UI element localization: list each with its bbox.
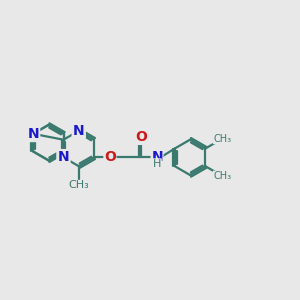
Text: O: O [104, 150, 116, 164]
Text: N: N [27, 127, 39, 141]
Text: CH₃: CH₃ [213, 134, 232, 144]
Text: N: N [27, 127, 39, 141]
Text: N: N [151, 150, 163, 164]
Text: N: N [58, 150, 69, 164]
Text: N: N [73, 124, 85, 138]
Text: H: H [153, 159, 161, 169]
Text: CH₃: CH₃ [213, 171, 232, 181]
Text: O: O [135, 130, 147, 144]
Text: N: N [73, 124, 85, 138]
Text: CH₃: CH₃ [68, 180, 89, 190]
Text: N: N [57, 150, 69, 164]
